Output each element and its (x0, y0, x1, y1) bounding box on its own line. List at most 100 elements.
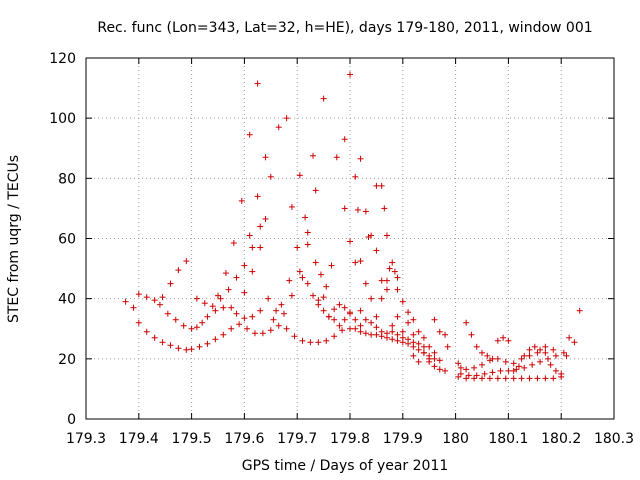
data-point (431, 355, 438, 362)
data-point (204, 340, 211, 347)
data-point (143, 294, 150, 301)
x-tick-label: 179.8 (330, 431, 370, 447)
data-point (180, 322, 187, 329)
x-tick-label: 180.1 (488, 431, 528, 447)
x-tick-label: 180 (442, 431, 469, 447)
data-point (455, 360, 462, 367)
data-point (405, 336, 412, 343)
data-point (558, 370, 565, 377)
data-point (426, 343, 433, 350)
data-point (463, 375, 470, 382)
data-point (357, 322, 364, 329)
data-point (526, 352, 533, 359)
data-point (484, 352, 491, 359)
data-point (420, 349, 427, 356)
data-point (526, 346, 533, 353)
data-point (283, 325, 290, 332)
data-point (399, 328, 406, 335)
data-point (436, 366, 443, 373)
data-point (486, 375, 493, 382)
data-point (331, 333, 338, 340)
data-point (273, 307, 280, 314)
y-tick-labels: 0 20 40 60 80 100 120 (49, 51, 76, 428)
data-point (373, 324, 380, 331)
data-point (479, 349, 485, 356)
data-point (151, 297, 158, 304)
data-point (220, 331, 227, 338)
data-point (518, 375, 525, 382)
data-point (373, 247, 380, 254)
data-point (357, 307, 364, 314)
data-point (352, 316, 359, 323)
data-point (389, 328, 396, 335)
data-point (320, 307, 327, 314)
data-point (389, 322, 396, 329)
y-tick-label: 120 (49, 51, 76, 67)
data-point (320, 95, 327, 102)
plot-frame (85, 57, 615, 420)
data-point (341, 304, 348, 311)
data-point (471, 375, 478, 382)
data-point (275, 124, 282, 131)
data-point (209, 303, 216, 310)
data-point (228, 304, 235, 311)
data-point (296, 172, 303, 179)
data-point (254, 80, 261, 87)
data-point (323, 283, 330, 290)
data-point (389, 259, 396, 266)
data-point (228, 325, 235, 332)
data-point (259, 330, 266, 337)
data-point (135, 319, 142, 326)
y-tick-label: 80 (58, 171, 76, 187)
data-point (457, 364, 464, 371)
y-tick-label: 0 (67, 412, 76, 428)
data-point (373, 313, 380, 320)
data-point (405, 309, 412, 316)
data-point (410, 316, 417, 323)
data-point (233, 274, 240, 281)
data-point (352, 325, 359, 332)
x-tick-label: 179.7 (277, 431, 317, 447)
data-point (159, 294, 166, 301)
data-point (515, 363, 522, 370)
data-point (534, 375, 541, 382)
data-point (354, 206, 361, 213)
data-point (299, 337, 306, 344)
data-point (347, 325, 353, 332)
data-point (188, 325, 195, 332)
data-point (368, 232, 375, 239)
data-point (299, 274, 306, 281)
data-point (172, 316, 179, 323)
data-point (542, 375, 549, 382)
data-point (362, 280, 369, 287)
data-point (265, 295, 272, 302)
data-point (537, 358, 544, 365)
data-point (175, 267, 182, 274)
x-tick-label: 180.2 (541, 431, 581, 447)
data-point (378, 328, 385, 335)
data-point (399, 334, 406, 341)
data-point (347, 238, 353, 245)
data-point (552, 367, 559, 374)
data-point (521, 364, 528, 371)
data-point (378, 295, 385, 302)
data-point (415, 346, 422, 353)
data-point (230, 240, 237, 247)
data-point (288, 292, 295, 299)
data-point (151, 334, 158, 341)
data-point (130, 304, 137, 311)
data-point (249, 313, 256, 320)
data-point (494, 337, 501, 344)
data-point (497, 367, 504, 374)
data-point (199, 319, 206, 326)
data-point (473, 372, 480, 379)
data-point (267, 327, 274, 334)
data-point (217, 295, 224, 302)
data-point (510, 375, 517, 382)
data-point (249, 244, 256, 251)
data-point (381, 205, 388, 212)
data-point (341, 316, 348, 323)
data-point (394, 337, 401, 344)
data-point (310, 152, 317, 159)
data-point (415, 340, 422, 347)
